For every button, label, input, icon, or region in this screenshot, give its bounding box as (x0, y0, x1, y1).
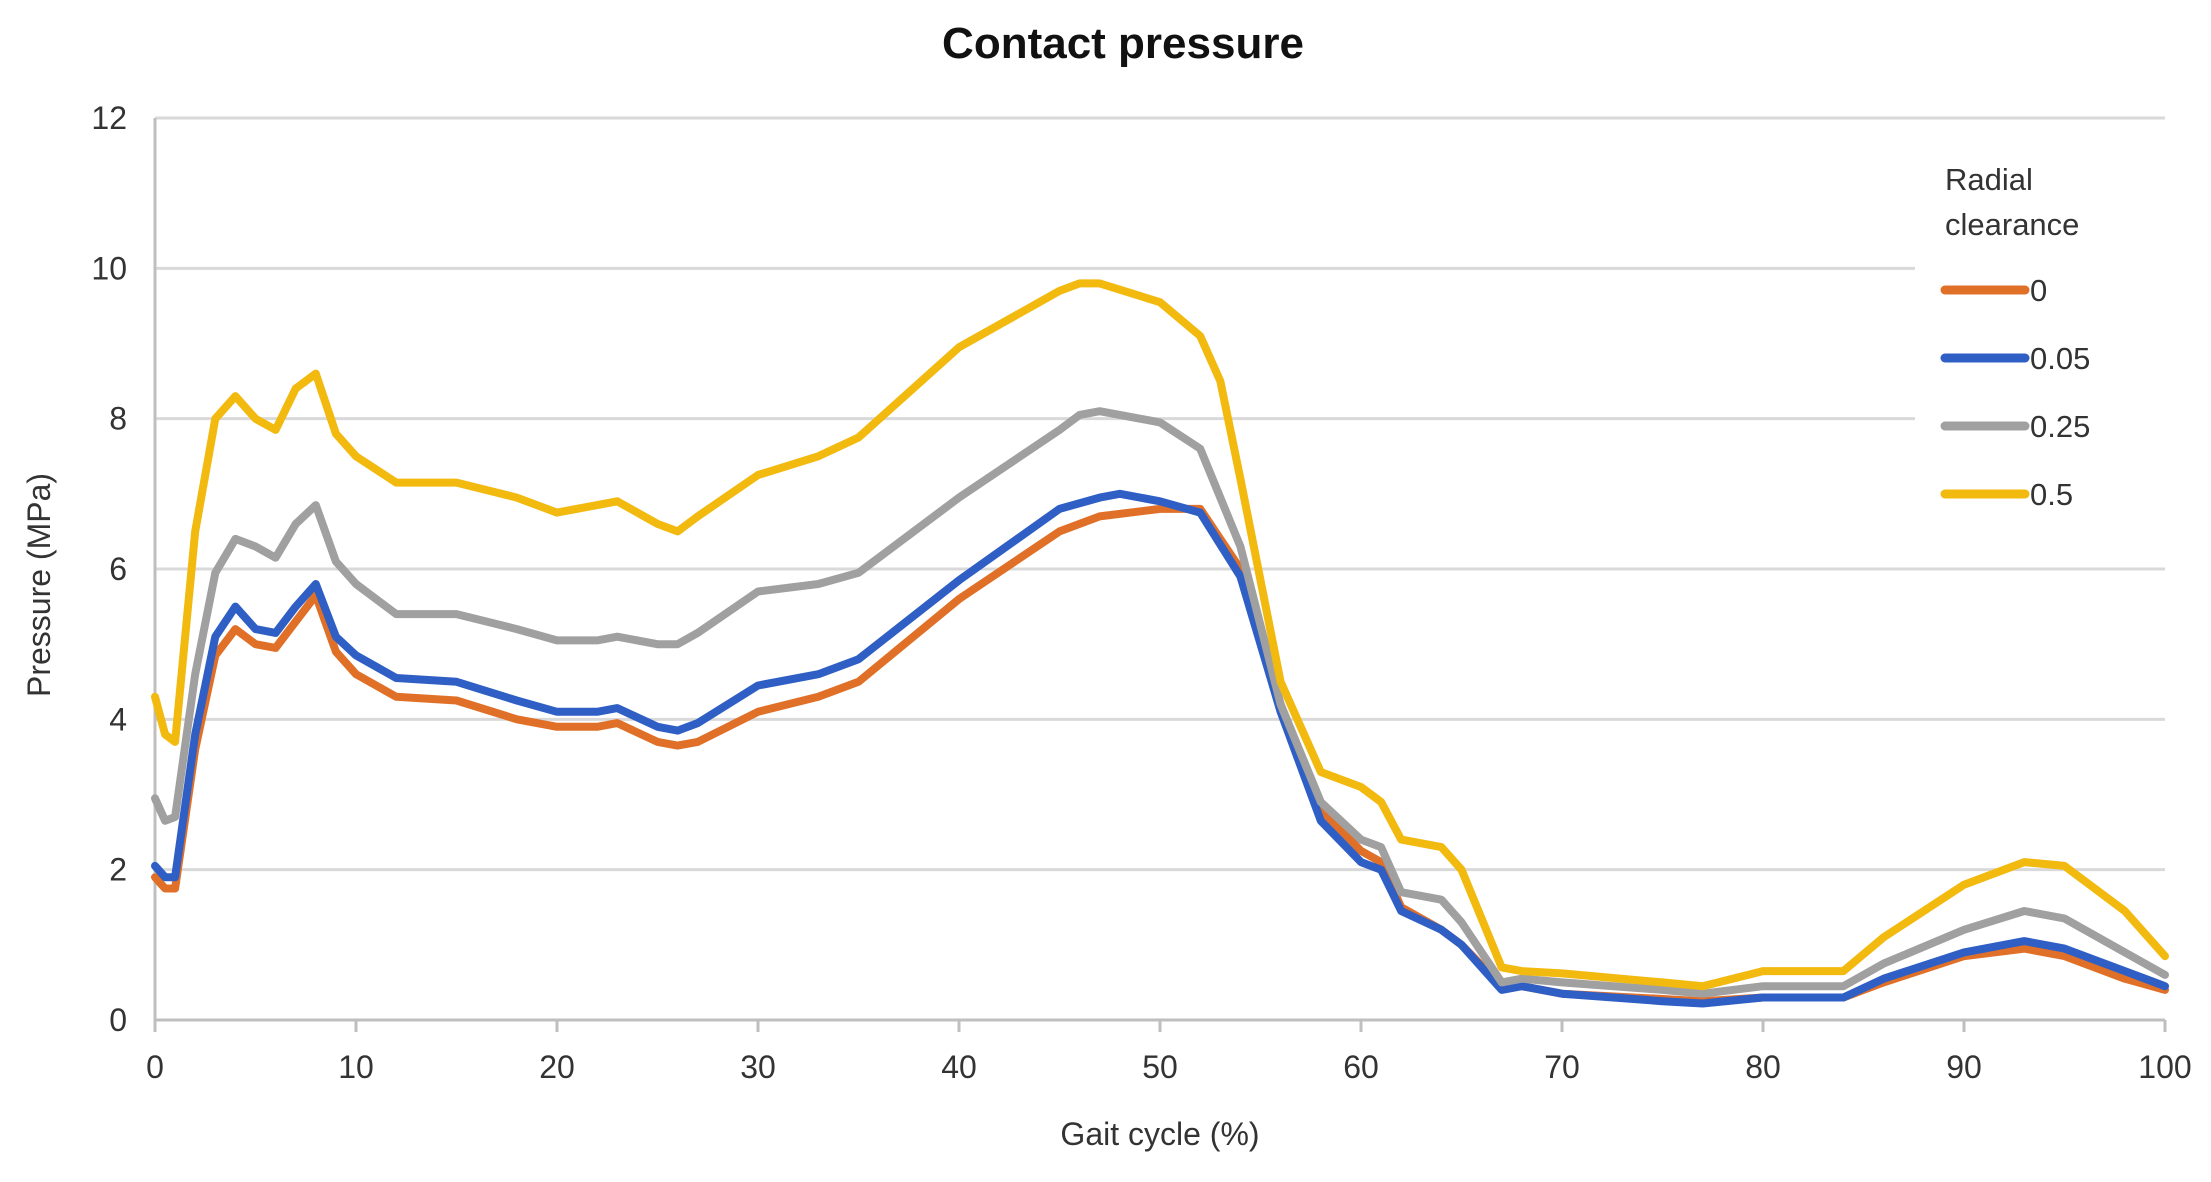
legend-title-line-1: Radial (1945, 162, 2033, 197)
chart-title: Contact pressure (942, 19, 1304, 68)
x-tick-label: 30 (740, 1049, 776, 1085)
legend-background (1915, 150, 2175, 530)
y-axis-ticks: 0 2 4 6 8 10 12 (91, 100, 127, 1038)
legend-items: 0 0.05 0.25 0.5 (1940, 273, 2090, 512)
legend-label-0.25: 0.25 (2030, 409, 2090, 444)
y-axis-label: Pressure (MPa) (21, 473, 57, 697)
series-line-0.5 (151, 279, 2169, 991)
legend-label-0: 0 (2030, 273, 2047, 308)
series-line-0 (151, 504, 2169, 1006)
legend-label-0.5: 0.5 (2030, 477, 2073, 512)
y-tick-label: 0 (109, 1002, 127, 1038)
grid-lines (153, 116, 2165, 1022)
x-tick-label: 50 (1142, 1049, 1178, 1085)
x-tick-label: 90 (1946, 1049, 1982, 1085)
y-tick-label: 8 (109, 401, 127, 437)
x-tick-label: 60 (1343, 1049, 1379, 1085)
x-tick-label: 0 (146, 1049, 164, 1085)
x-axis-ticks: 0 10 20 30 40 50 60 70 80 90 100 (146, 1020, 2192, 1085)
series-line-0.25 (151, 407, 2169, 998)
legend-title-line-2: clearance (1945, 207, 2079, 242)
y-tick-label: 12 (91, 100, 127, 136)
legend-label-0.05: 0.05 (2030, 341, 2090, 376)
series-line-0.05 (151, 489, 2169, 1008)
data-series (151, 279, 2169, 1008)
y-tick-label: 6 (109, 551, 127, 587)
x-tick-label: 40 (941, 1049, 977, 1085)
x-tick-label: 70 (1544, 1049, 1580, 1085)
x-tick-label: 20 (539, 1049, 575, 1085)
x-tick-label: 10 (338, 1049, 374, 1085)
y-tick-label: 10 (91, 250, 127, 286)
y-tick-label: 2 (109, 852, 127, 888)
y-tick-label: 4 (109, 701, 127, 737)
x-tick-label: 100 (2138, 1049, 2191, 1085)
x-tick-label: 80 (1745, 1049, 1781, 1085)
x-axis-label: Gait cycle (%) (1060, 1116, 1259, 1152)
legend: Radial clearance 0 0.05 0.25 0.5 (1915, 150, 2175, 530)
